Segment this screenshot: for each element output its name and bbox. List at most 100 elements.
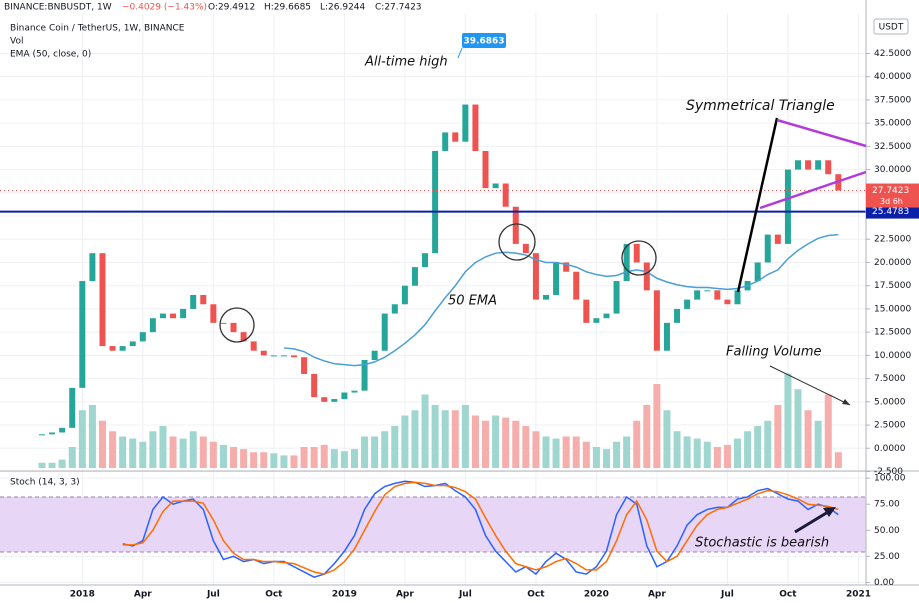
candle bbox=[109, 346, 116, 351]
y-tick-label: 30.0000 bbox=[874, 165, 911, 175]
candle bbox=[240, 332, 247, 342]
volume-bar bbox=[109, 431, 117, 468]
candle bbox=[532, 253, 539, 300]
level-label: 25.4783 bbox=[872, 207, 909, 217]
candle bbox=[270, 355, 277, 357]
volume-bar bbox=[693, 438, 701, 468]
y-tick-label: 40.0000 bbox=[874, 72, 911, 82]
volume-bar bbox=[643, 405, 651, 468]
candle bbox=[442, 132, 449, 151]
candle bbox=[149, 318, 156, 333]
y-tick-label: 35.0000 bbox=[874, 119, 911, 129]
candle bbox=[361, 360, 368, 391]
price-label: 27.7423 bbox=[872, 186, 909, 196]
candle bbox=[280, 355, 287, 357]
volume-bar bbox=[673, 431, 681, 468]
y-tick-label: -2.500 bbox=[874, 467, 903, 477]
candle bbox=[724, 299, 731, 305]
triangle-lower bbox=[759, 170, 867, 210]
arrow-line bbox=[769, 365, 851, 406]
volume-bar bbox=[250, 452, 258, 468]
candle bbox=[159, 313, 166, 319]
candle bbox=[472, 104, 479, 151]
candle bbox=[89, 253, 96, 282]
volume-bar bbox=[572, 436, 580, 468]
volume-bar bbox=[744, 431, 752, 468]
circle-drawing bbox=[498, 223, 536, 261]
volume-bar bbox=[411, 410, 419, 468]
plot bbox=[0, 104, 866, 578]
volume-bar bbox=[149, 431, 157, 468]
ohlc-close: C:27.7423 bbox=[375, 3, 422, 13]
volume-bar bbox=[512, 420, 520, 468]
arrow-line bbox=[794, 510, 829, 534]
x-tick-label: Jul bbox=[206, 590, 220, 600]
candle bbox=[180, 308, 187, 319]
candle bbox=[643, 262, 650, 291]
volume-bar bbox=[602, 449, 610, 468]
candle bbox=[190, 294, 197, 309]
candle bbox=[663, 322, 670, 351]
y-tick-label: 100.00 bbox=[874, 474, 906, 484]
candle bbox=[764, 234, 771, 263]
ema-line bbox=[283, 233, 839, 367]
volume-bar bbox=[502, 417, 510, 468]
trend-line bbox=[736, 117, 779, 293]
candle bbox=[301, 357, 308, 374]
volume-bar bbox=[129, 438, 137, 468]
candle bbox=[825, 160, 832, 175]
currency[interactable]: USDT bbox=[879, 23, 904, 33]
candle bbox=[250, 341, 257, 351]
candle bbox=[422, 253, 429, 268]
volume-bar bbox=[613, 441, 621, 468]
candle bbox=[321, 397, 328, 402]
volume-bar bbox=[592, 447, 600, 468]
volume-bar bbox=[209, 441, 217, 468]
candle bbox=[603, 313, 610, 319]
y-tick-label: 32.5000 bbox=[874, 142, 911, 152]
y-tick-label: 7.5000 bbox=[874, 374, 906, 384]
candle bbox=[583, 299, 590, 323]
volume-bar bbox=[532, 431, 540, 468]
x-tick-label: Apr bbox=[134, 590, 152, 600]
volume-bar bbox=[330, 449, 338, 468]
candle bbox=[754, 262, 761, 282]
y-tick-label: 20.0000 bbox=[874, 258, 911, 268]
volume-bar bbox=[421, 394, 429, 468]
x-tick-label: Oct bbox=[779, 590, 797, 600]
y-tick-label: 10.0000 bbox=[874, 351, 911, 361]
currency-button[interactable] bbox=[873, 18, 909, 35]
y-tick-label: 42.5000 bbox=[874, 49, 911, 59]
candle bbox=[492, 183, 499, 189]
level-tag bbox=[866, 204, 919, 219]
stoch-line bbox=[122, 481, 839, 575]
volume-bar bbox=[784, 373, 792, 468]
volume-bar bbox=[734, 438, 742, 468]
legend-ema: EMA (50, close, 0) bbox=[10, 50, 91, 60]
volume-bar bbox=[240, 449, 248, 468]
y-tick-label: 0.0000 bbox=[874, 444, 906, 454]
candle bbox=[522, 243, 529, 254]
volume-bar bbox=[723, 444, 731, 468]
candle bbox=[391, 304, 398, 314]
volume-bar bbox=[340, 451, 348, 468]
volume-bar bbox=[68, 447, 76, 468]
x-tick-label: Jul bbox=[458, 590, 472, 600]
candle bbox=[170, 313, 177, 319]
symbol: BINANCE:BNBUSDT, 1W bbox=[4, 3, 112, 13]
candle bbox=[784, 169, 791, 244]
volume-bar bbox=[663, 410, 671, 468]
volume-bar bbox=[482, 420, 490, 468]
volume-bar bbox=[48, 462, 56, 468]
volume-bar bbox=[310, 447, 318, 468]
candle bbox=[815, 160, 822, 170]
volume-bar bbox=[764, 420, 772, 468]
candle bbox=[573, 271, 580, 300]
volume-bar bbox=[58, 459, 66, 468]
candle bbox=[381, 313, 388, 351]
volume-bar bbox=[471, 415, 479, 468]
x-tick-label: 2018 bbox=[70, 590, 95, 600]
candle bbox=[341, 392, 348, 400]
annotation: All-time high bbox=[364, 55, 448, 70]
